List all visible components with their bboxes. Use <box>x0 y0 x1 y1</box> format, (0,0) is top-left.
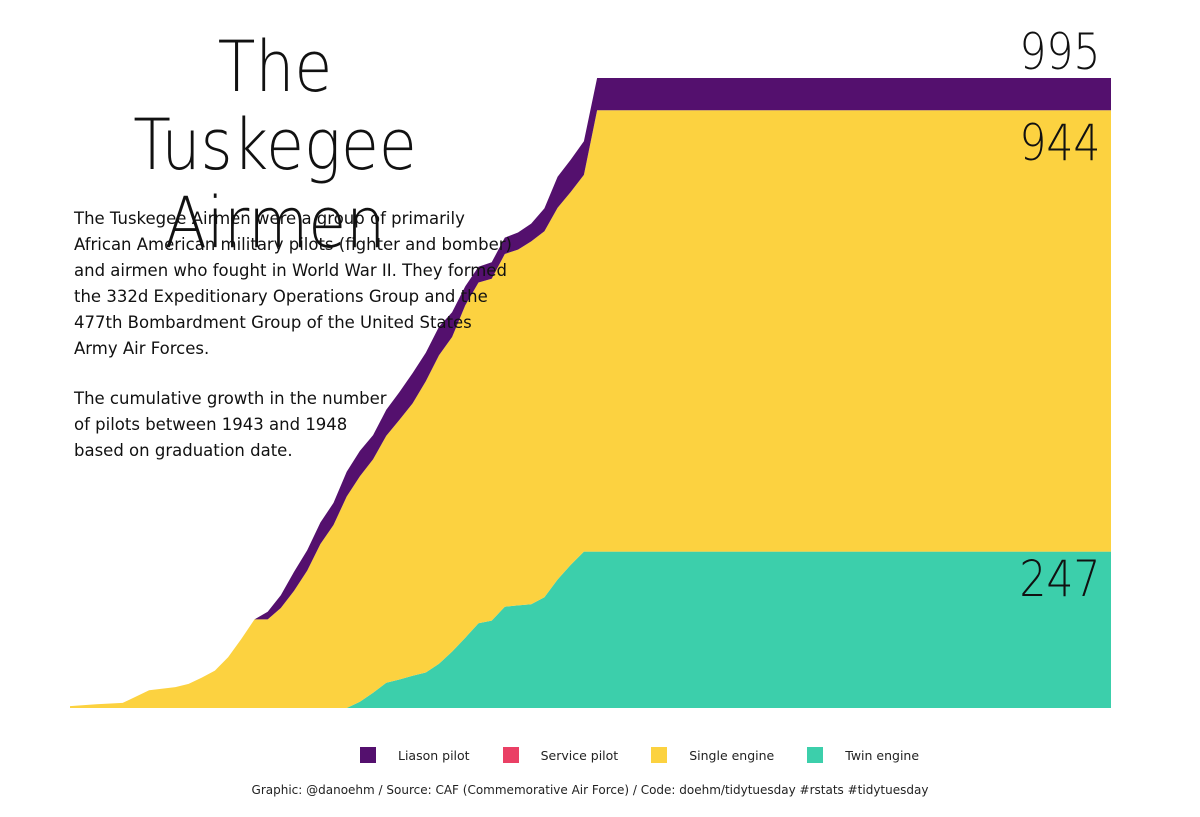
legend-item-twin: Twin engine <box>807 747 919 763</box>
legend-item-service: Service pilot <box>502 747 619 763</box>
legend-label-single: Single engine <box>689 747 775 763</box>
description-block: The Tuskegee Airmen were a group of prim… <box>74 206 544 488</box>
legend: Liason pilot Service pilot Single engine… <box>360 745 952 765</box>
area-twin-engine <box>70 551 1111 708</box>
legend-label-service: Service pilot <box>540 747 619 763</box>
legend-item-single: Single engine <box>651 747 774 763</box>
legend-swatch-single <box>651 747 668 763</box>
chart-title: The Tuskegee Airmen <box>133 26 417 264</box>
description-paragraph-1: The Tuskegee Airmen were a group of prim… <box>74 209 512 358</box>
source-caption: Graphic: @danoehm / Source: CAF (Commemo… <box>251 783 929 797</box>
end-label-twin: 247 <box>1018 550 1100 608</box>
legend-item-liaison: Liason pilot <box>360 747 470 763</box>
legend-swatch-twin <box>807 747 824 763</box>
description-paragraph-2: The cumulative growth in the number of p… <box>74 389 387 460</box>
area-single-engine <box>70 110 1111 709</box>
end-label-single-plus-twin: 944 <box>1018 114 1100 172</box>
end-label-total: 995 <box>1018 23 1100 81</box>
legend-swatch-liaison <box>360 747 376 763</box>
legend-label-twin: Twin engine <box>845 747 920 763</box>
legend-label-liaison: Liason pilot <box>398 747 470 763</box>
legend-swatch-service <box>502 747 519 763</box>
